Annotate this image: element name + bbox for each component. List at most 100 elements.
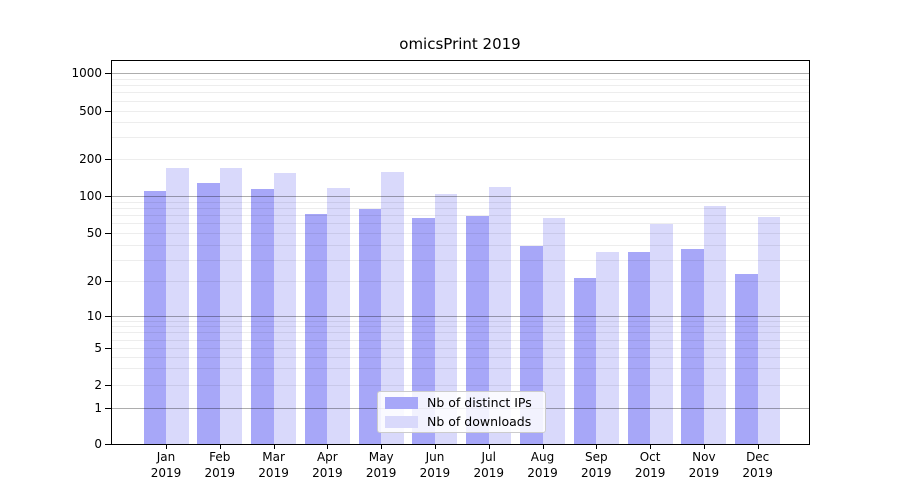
bar-distinct-ips-jul bbox=[466, 215, 489, 444]
x-tick-label-oct: Oct 2019 bbox=[634, 450, 666, 480]
y-tick-label-10: 10 bbox=[86, 309, 102, 323]
bar-distinct-ips-may bbox=[358, 209, 382, 444]
y-tick-5 bbox=[105, 348, 111, 349]
legend-label-distinct-ips: Nb of distinct IPs bbox=[427, 395, 532, 410]
gridline-90 bbox=[112, 201, 809, 203]
x-tick-label-jun: Jun 2019 bbox=[419, 450, 451, 480]
x-tick-feb bbox=[219, 445, 221, 449]
x-tick-label-jan: Jan 2019 bbox=[150, 450, 182, 480]
bar-downloads-nov bbox=[703, 205, 727, 444]
legend-swatch-downloads bbox=[385, 415, 418, 428]
x-tick-may bbox=[381, 445, 383, 449]
y-tick-200 bbox=[105, 158, 111, 160]
y-tick-1 bbox=[105, 408, 111, 409]
gridline-60 bbox=[112, 223, 809, 225]
bar-downloads-jul bbox=[488, 187, 512, 444]
gridline-900 bbox=[112, 78, 809, 80]
x-tick-label-mar: Mar 2019 bbox=[258, 450, 289, 480]
bar-downloads-sep bbox=[596, 251, 619, 444]
y-tick-20 bbox=[105, 281, 111, 282]
x-tick-jan bbox=[166, 445, 167, 449]
x-tick-jul bbox=[488, 445, 490, 449]
x-tick-label-apr: Apr 2019 bbox=[312, 450, 343, 480]
legend-item-downloads: Nb of downloads bbox=[385, 414, 545, 430]
gridline-30 bbox=[112, 259, 809, 261]
x-tick-label-nov: Nov 2019 bbox=[688, 450, 720, 480]
x-tick-label-dec: Dec 2019 bbox=[742, 450, 773, 480]
legend-swatch-distinct-ips bbox=[385, 396, 418, 409]
x-tick-nov bbox=[703, 445, 705, 449]
y-tick-2 bbox=[105, 384, 111, 386]
x-tick-mar bbox=[273, 445, 275, 449]
y-tick-500 bbox=[105, 110, 111, 112]
gridline-80 bbox=[112, 207, 809, 209]
plot-area: Nb of distinct IPs Nb of downloads bbox=[111, 60, 810, 445]
gridline-7 bbox=[112, 332, 809, 334]
gridline-10 bbox=[112, 316, 809, 317]
legend: Nb of distinct IPs Nb of downloads bbox=[377, 391, 546, 433]
bar-distinct-ips-feb bbox=[197, 183, 220, 444]
y-tick-50 bbox=[105, 233, 111, 234]
gridline-6 bbox=[112, 339, 809, 341]
gridline-600 bbox=[112, 100, 809, 102]
bar-distinct-ips-oct bbox=[627, 251, 651, 444]
y-tick-label-500: 500 bbox=[79, 103, 102, 118]
y-tick-label-200: 200 bbox=[79, 151, 102, 166]
gridline-40 bbox=[112, 244, 809, 246]
y-tick-0 bbox=[105, 444, 111, 445]
gridline-500 bbox=[112, 110, 809, 112]
y-tick-label-100: 100 bbox=[79, 189, 102, 203]
bar-downloads-apr bbox=[327, 188, 350, 444]
bar-distinct-ips-jun bbox=[412, 218, 435, 444]
gridline-800 bbox=[112, 85, 809, 87]
gridline-100 bbox=[112, 196, 809, 197]
gridline-5 bbox=[112, 348, 809, 349]
x-tick-oct bbox=[650, 445, 652, 449]
gridline-70 bbox=[112, 215, 809, 217]
gridline-20 bbox=[112, 281, 809, 282]
y-tick-10 bbox=[105, 316, 111, 317]
bar-downloads-aug bbox=[542, 218, 566, 444]
gridline-400 bbox=[112, 122, 809, 124]
bar-downloads-oct bbox=[650, 224, 673, 444]
gridline-50 bbox=[112, 233, 809, 234]
bar-distinct-ips-sep bbox=[573, 278, 597, 444]
bars-layer bbox=[112, 61, 809, 444]
chart-title: omicsPrint 2019 bbox=[399, 35, 521, 53]
x-tick-label-jul: Jul 2019 bbox=[473, 450, 504, 480]
gridline-1000 bbox=[112, 73, 809, 74]
x-tick-label-aug: Aug 2019 bbox=[527, 450, 558, 480]
x-tick-label-feb: Feb 2019 bbox=[204, 450, 236, 480]
x-tick-sep bbox=[596, 445, 598, 449]
x-tick-apr bbox=[327, 445, 329, 449]
bar-downloads-dec bbox=[757, 216, 781, 444]
bar-distinct-ips-nov bbox=[681, 248, 704, 444]
x-tick-dec bbox=[757, 445, 759, 449]
y-tick-label-0: 0 bbox=[94, 437, 102, 451]
bar-downloads-jan bbox=[166, 168, 189, 444]
bar-distinct-ips-apr bbox=[304, 214, 328, 444]
bar-distinct-ips-dec bbox=[735, 273, 758, 444]
legend-item-distinct-ips: Nb of distinct IPs bbox=[385, 395, 545, 411]
y-tick-label-5: 5 bbox=[94, 341, 102, 355]
gridline-2 bbox=[112, 384, 809, 386]
bar-downloads-mar bbox=[273, 173, 297, 444]
gridline-9 bbox=[112, 320, 809, 322]
gridline-200 bbox=[112, 158, 809, 160]
x-tick-aug bbox=[542, 445, 544, 449]
bar-downloads-jun bbox=[434, 193, 458, 444]
y-tick-label-20: 20 bbox=[86, 274, 102, 288]
gridline-8 bbox=[112, 326, 809, 328]
bar-distinct-ips-jan bbox=[143, 190, 166, 444]
bar-distinct-ips-mar bbox=[251, 189, 274, 444]
x-tick-label-sep: Sep 2019 bbox=[581, 450, 612, 480]
y-tick-100 bbox=[105, 196, 111, 197]
gridline-3 bbox=[112, 368, 809, 370]
bar-downloads-feb bbox=[219, 167, 243, 444]
bar-downloads-may bbox=[381, 172, 404, 444]
y-tick-label-1000: 1000 bbox=[71, 66, 102, 80]
gridline-300 bbox=[112, 137, 809, 139]
legend-label-downloads: Nb of downloads bbox=[427, 414, 532, 429]
x-tick-label-may: May 2019 bbox=[365, 450, 397, 480]
